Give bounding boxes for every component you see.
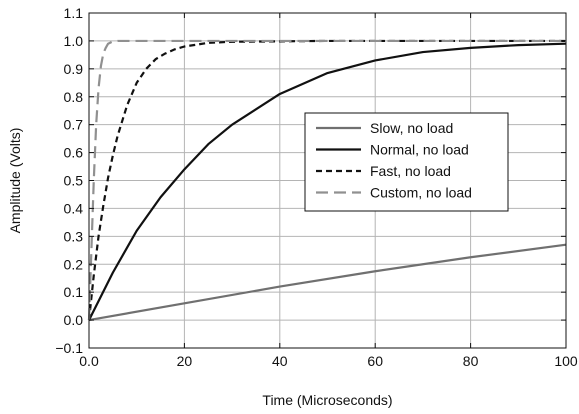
legend-label-2: Fast, no load bbox=[370, 163, 451, 179]
x-tick-label: 40 bbox=[272, 353, 288, 369]
legend-label-0: Slow, no load bbox=[370, 120, 453, 136]
x-tick-label: 0.0 bbox=[79, 353, 99, 369]
y-tick-label: 1.1 bbox=[64, 5, 84, 21]
legend-box bbox=[304, 112, 509, 212]
x-tick-label: 100 bbox=[554, 353, 578, 369]
y-tick-label: 0.2 bbox=[64, 256, 84, 272]
y-tick-label: 0.7 bbox=[64, 117, 84, 133]
y-tick-label: 0.6 bbox=[64, 145, 84, 161]
series-line-3 bbox=[87, 39, 566, 321]
x-tick-label: 20 bbox=[177, 353, 193, 369]
y-tick-label: 0.0 bbox=[64, 312, 84, 328]
legend: Slow, no load Normal, no load Fast, no loa… bbox=[304, 112, 509, 212]
y-tick-label: 0.9 bbox=[64, 61, 84, 77]
y-tick-label: −0.1 bbox=[55, 340, 83, 356]
x-tick-label: 80 bbox=[463, 353, 479, 369]
grid bbox=[89, 13, 566, 348]
y-tick-label: 0.3 bbox=[64, 228, 84, 244]
legend-label-3: Custom, no load bbox=[370, 185, 472, 201]
x-tick-label: 60 bbox=[367, 353, 383, 369]
y-axis-label: Amplitude (Volts) bbox=[7, 128, 23, 234]
y-tick-label: 0.1 bbox=[64, 284, 84, 300]
legend-label-1: Normal, no load bbox=[370, 142, 469, 158]
y-tick-label: 0.5 bbox=[64, 173, 84, 189]
y-tick-label: 0.4 bbox=[64, 200, 84, 216]
series-lines bbox=[87, 39, 567, 322]
x-axis-label: Time (Microseconds) bbox=[262, 392, 392, 408]
series-line-1 bbox=[88, 42, 567, 321]
y-tick-label: 0.8 bbox=[64, 89, 84, 105]
ticks: 0.0 20 40 60 80 100−0.10.00.10.20.30.40.50.60… bbox=[55, 5, 578, 369]
y-tick-label: 1.0 bbox=[64, 33, 84, 49]
series-line-0 bbox=[88, 243, 567, 322]
series-line-2 bbox=[87, 39, 566, 321]
